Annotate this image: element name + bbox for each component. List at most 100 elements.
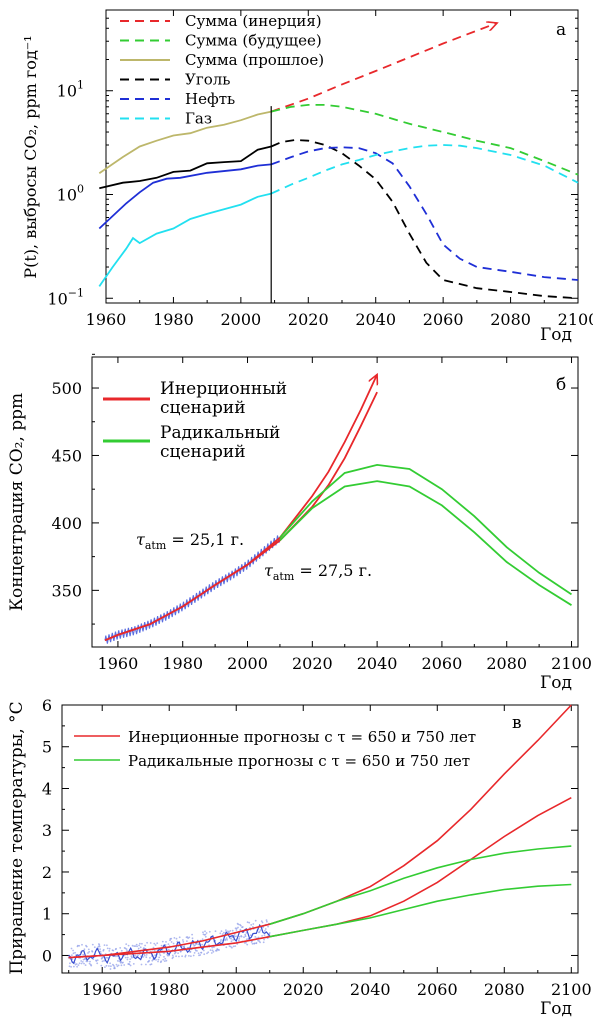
panel-v-observed-point [223,931,225,934]
panel-v-observed-point [142,956,145,958]
panel-v-observed-point [103,944,106,946]
panel-b-tau-annotation-1: τatm = 25,1 г. [136,530,244,552]
panel-v-x-tick-label: 1980 [149,980,190,999]
panel-v-observed-point [154,944,157,946]
panel-v-observed-point [112,949,115,952]
panel-v-observed-point [191,937,194,940]
panel-v-observed-point [160,960,163,963]
panel-v-observed-point [151,959,154,962]
panel-v-observed-point [130,956,133,959]
panel-b-label: б [556,375,566,395]
panel-v-observed-point [70,947,73,950]
panel-v-observed-point [250,924,253,926]
panel-a-x-tick-label: 2040 [355,310,396,329]
panel-v-observed-point [164,944,167,946]
panel-a-x-axis-label: Год [540,325,572,345]
legend-inertial-line1: Инерционный [160,379,287,399]
panel-v-observed-point [167,943,170,945]
panel-v-series [68,704,572,959]
panel-v-observed-point [157,958,160,961]
panel-v-observed-point [102,948,105,951]
panel-v-observed-point [261,935,263,937]
panel-v-plot-frame [61,704,579,974]
panel-v-observed-point [72,949,74,952]
panel-a-emissions: 1960 1980 2000 2020 2040 2060 2080 2100 10−1 100… [21,9,593,345]
panel-v-x-axis-label: Год [540,999,572,1019]
panel-v-observed-point [182,939,184,941]
panel-v-observed-point [192,943,195,946]
panel-v-observed-point [206,952,208,955]
panel-v-x-tick-label: 2100 [551,980,592,999]
panel-v-observed-point [238,935,241,938]
panel-a-x-tick-labels: 1960 1980 2000 2020 2040 2060 2080 2100 [86,310,593,329]
panel-b-plot-frame [91,356,579,648]
panel-v-observed-point [252,926,254,928]
panel-a-legend-label: Нефть [185,90,235,108]
panel-b-y-tick-label: 350 [51,581,82,600]
panel-v-observed-point [199,954,202,956]
panel-v-observed-point [240,935,243,938]
panel-v-x-tick-label: 2080 [484,980,525,999]
panel-v-observed-point [87,952,89,954]
panel-v-observed-point [253,942,256,945]
panel-v-observed-point [221,933,224,935]
panel-v-observed-point [86,960,89,963]
panel-v-observed-point [78,944,81,947]
panel-v-observed-point [237,926,239,929]
panel-b-tau-annotation-2: τatm = 27,5 г. [264,561,372,583]
panel-v-forecast-curve [269,845,572,925]
panel-v-observed-point [184,954,187,957]
panel-v-observed-point [127,944,130,947]
panel-v-observed-point [119,947,122,949]
panel-v-observed-point [259,929,262,931]
panel-v-observed-point [268,932,271,934]
panel-v-observed-point [129,964,132,967]
panel-v-observed-point [163,956,165,958]
panel-v-observed-point [146,941,149,944]
panel-v-observed-point [108,950,111,952]
panel-v-observed-point [175,937,178,940]
panel-v-observed-point [115,947,117,950]
panel-v-observed-point [105,964,108,967]
panel-v-observed-point [208,930,211,933]
panel-v-observed-point [76,965,78,968]
panel-b-x-tick-label: 2000 [227,654,268,673]
panel-v-observed-point [163,960,166,962]
panel-v-observed-point [192,954,195,957]
panel-v-observed-point [201,938,204,940]
panel-v-observed-point [126,950,128,952]
panel-v-observed-point [158,956,161,959]
panel-v-observed-point [230,940,233,943]
panel-v-observed-point [156,942,159,945]
panel-v-observed-point [114,967,116,970]
panel-v-observed-point [78,962,81,965]
panel-b-observed-curve [104,535,281,644]
panel-v-observed-point [124,956,127,959]
panel-v-observed-point [237,939,240,942]
panel-v-observed-point [181,955,184,958]
panel-v-observed-point [188,955,190,957]
panel-v-observed-point [75,963,78,965]
panel-v-observed-point [149,942,152,944]
panel-v-observed-point [130,955,133,958]
panel-a-y-tick-label: 100 [57,182,84,204]
panel-v-observed-point [204,935,207,938]
panel-v-observed-point [207,951,210,954]
panel-v-forecast-curve [269,883,572,938]
panel-a-series-history [98,192,272,287]
panel-b-observed-data [104,535,281,644]
panel-v-observed-point [84,964,87,966]
panel-b-scenario-curve [279,480,572,606]
panel-v-observed-point [164,957,167,960]
panel-v-observed-point [264,928,267,930]
panel-b-y-tick-label: 400 [51,514,82,533]
panel-v-x-tick-label: 2040 [350,980,391,999]
panel-v-observed-point [248,921,251,924]
panel-b-scenario-curve [279,463,572,596]
panel-v-y-tick-label: 6 [42,696,52,715]
panel-a-y-tick-labels: 10−1 100 101 [47,79,84,309]
panel-a-legend-label: Сумма (инерция) [185,12,322,30]
panel-v-observed-point [91,943,94,946]
panel-v-observed-point [101,960,104,963]
panel-a-series-forecast [270,146,579,281]
